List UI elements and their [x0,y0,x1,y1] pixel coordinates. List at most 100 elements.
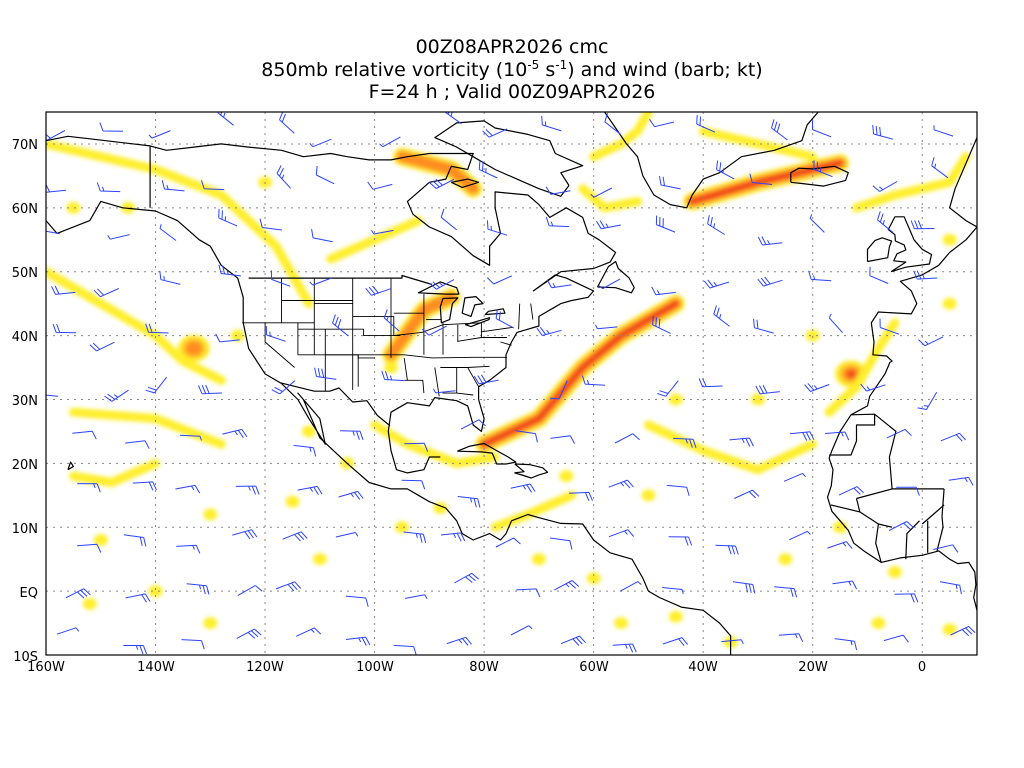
plot-background [46,112,977,655]
wind-barb [72,430,97,440]
wind-barb [421,325,447,336]
lon-label-140w: 140W [137,660,175,675]
wind-barb [125,440,150,449]
coastline-segment-7 [457,442,517,465]
wind-barb [516,588,541,598]
wind-barb [825,431,850,441]
wind-barb [235,485,260,495]
state-boundary-13 [403,357,408,381]
wind-barb [99,122,124,132]
africa-border-7 [936,516,944,552]
state-boundary-32 [481,326,514,333]
lon-label-160w: 160W [27,660,65,675]
wind-barb [515,430,538,443]
wind-barb [655,215,676,233]
coastline-segment-10 [596,260,635,294]
wind-barb [612,643,637,653]
wind-barb [123,645,148,655]
wind-barb [314,367,337,380]
wind-barb [148,130,171,139]
wind-barb [282,531,308,542]
national-border-2 [280,382,391,427]
coastline-segment-4 [826,137,977,611]
wind-barb [783,472,806,482]
wind-barb [598,278,621,290]
vorticity-patch-27-level-1 [312,553,327,566]
wind-barb [827,541,853,549]
wind-barb [703,279,730,289]
wind-barb [371,229,394,235]
vorticity-patch-1-level-1 [384,361,399,374]
wind-barb [180,434,202,441]
wind-barb [52,323,77,334]
wind-barb [649,119,675,128]
coastline-segment-1 [46,135,617,474]
wind-barb [65,588,91,599]
vorticity-patch-22-level-1 [750,393,765,406]
state-boundary-30 [442,392,474,396]
wind-barb [918,336,944,347]
coastline-segment-9 [434,120,584,197]
wind-barb [753,318,774,334]
wind-barb [222,428,248,438]
wind-barb [721,639,744,645]
national-border-0 [248,274,433,286]
wind-barb [433,388,456,394]
africa-border-8 [830,504,860,513]
lon-label-100w: 100W [356,660,394,675]
wind-barb [495,309,515,329]
vorticity-patch-32-level-1 [942,233,957,246]
wind-barb [265,325,286,342]
wind-barb [812,120,832,138]
lat-lon-grid [46,112,977,655]
africa-border-10 [921,504,945,525]
great-lake-1 [439,297,459,324]
lat-label-60n: 60N [12,202,38,217]
coastline-segment-3 [790,165,849,187]
vorticity-patch-19-level-1 [942,623,957,636]
wind-barb [89,341,115,352]
lat-label-eq: EQ [20,586,38,601]
vorticity-patch-9-level-1 [285,495,300,508]
state-boundary-22 [297,354,508,359]
wind-barb [651,286,676,296]
vorticity-band-minor-9-level-1 [370,420,500,468]
great-lake-3 [464,317,491,328]
wind-barb [933,125,954,137]
wind-barb [872,124,894,140]
wind-barb [604,113,621,135]
wind-barb [77,543,102,553]
wind-barb [872,181,898,192]
coastline-segment-6 [866,237,893,263]
wind-barb [755,384,780,395]
wind-barb [510,483,536,493]
vorticity-patch-15-level-1 [668,610,683,623]
coastline-segment-11 [67,461,74,471]
vorticity-patch-8-level-1 [203,508,218,521]
wind-barb [896,486,920,496]
wind-barb [271,380,296,395]
coastlines [46,112,977,655]
state-boundary-29 [440,365,490,368]
wind-barb [125,593,151,603]
wind-barb [440,208,458,231]
wind-barb [276,165,291,189]
wind-barb [707,215,725,235]
vorticity-patch-3-level-1 [66,201,81,214]
wind-barb [495,537,521,548]
vorticity-patch-24-level-1 [668,393,683,406]
wind-barb [237,585,263,596]
wind-barb [367,181,393,190]
wind-barb [860,383,886,392]
wind-barb [883,634,909,643]
vorticity-band-minor-4-level-1 [578,184,642,213]
state-boundary-24 [393,322,482,337]
vorticity-band-minor-12-level-1 [698,126,818,162]
wind-barb [734,489,760,499]
wind-barb [46,230,60,235]
wind-barb [652,315,671,334]
wind-barb [950,625,976,637]
great-lake-4 [484,308,506,316]
wind-barb [46,394,59,397]
